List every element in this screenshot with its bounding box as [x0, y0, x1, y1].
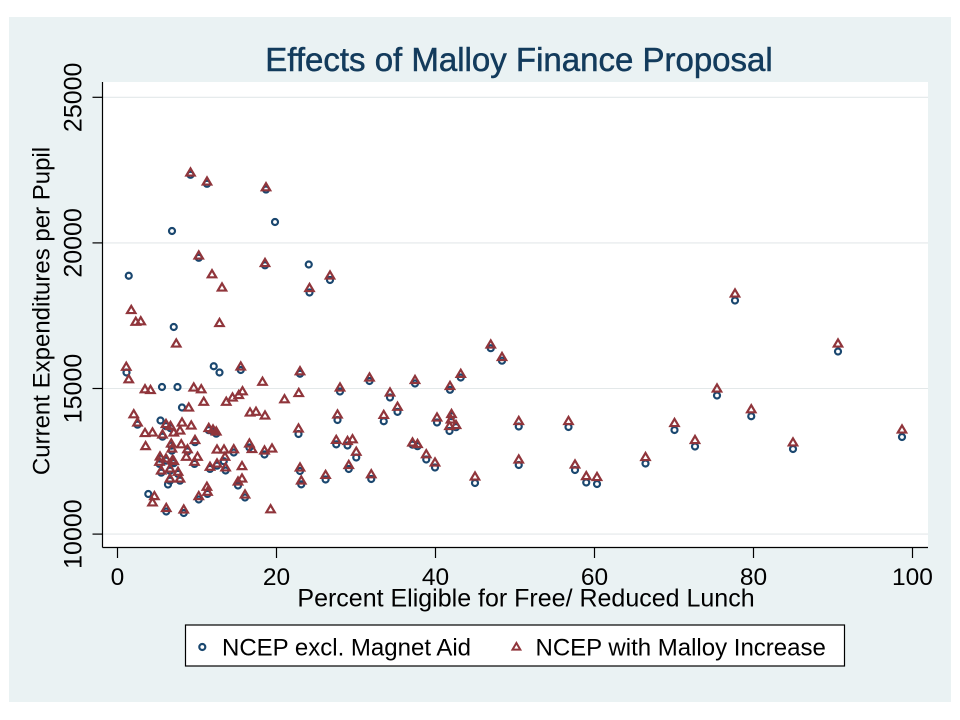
- svg-text:NCEP excl. Magnet Aid: NCEP excl. Magnet Aid: [222, 635, 471, 662]
- svg-text:20000: 20000: [60, 208, 88, 278]
- svg-text:Percent Eligible for Free/ Red: Percent Eligible for Free/ Reduced Lunch: [297, 585, 754, 613]
- svg-text:0: 0: [111, 564, 125, 591]
- svg-text:Current Expenditures per Pupil: Current Expenditures per Pupil: [29, 147, 56, 475]
- svg-text:40: 40: [422, 564, 449, 591]
- svg-text:Effects of Malloy Finance Prop: Effects of Malloy Finance Proposal: [265, 41, 772, 78]
- svg-text:10000: 10000: [60, 499, 88, 569]
- svg-text:NCEP with Malloy Increase: NCEP with Malloy Increase: [536, 635, 826, 662]
- svg-text:60: 60: [581, 564, 608, 591]
- svg-text:25000: 25000: [60, 63, 88, 133]
- svg-text:80: 80: [740, 564, 767, 591]
- svg-text:100: 100: [892, 564, 933, 591]
- svg-text:15000: 15000: [60, 354, 88, 424]
- svg-text:20: 20: [263, 564, 290, 591]
